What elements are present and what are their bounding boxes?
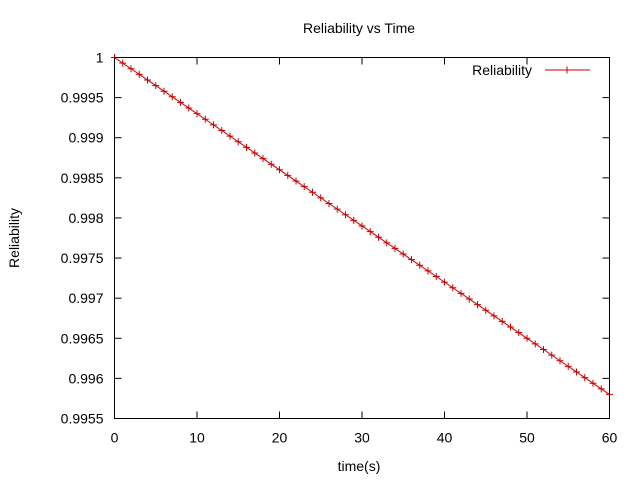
y-tick-label: 0.999 bbox=[68, 130, 103, 146]
data-point-marker bbox=[564, 362, 572, 370]
data-point-marker bbox=[375, 233, 382, 241]
y-axis-label: Reliability bbox=[6, 208, 22, 268]
data-point-marker bbox=[177, 98, 184, 106]
series-layer bbox=[111, 54, 613, 398]
data-point-marker bbox=[573, 368, 580, 376]
y-tick-label: 1 bbox=[96, 50, 104, 66]
x-tick-label: 10 bbox=[189, 430, 205, 446]
data-point-marker bbox=[548, 351, 556, 359]
y-tick-label: 0.9985 bbox=[61, 170, 104, 186]
data-point-marker bbox=[523, 334, 531, 342]
data-point-marker bbox=[391, 244, 399, 252]
data-point-marker bbox=[482, 306, 490, 314]
data-point-marker bbox=[498, 317, 506, 325]
legend-label: Reliability bbox=[472, 62, 532, 78]
data-point-marker bbox=[589, 379, 597, 387]
axis-ticks: 0 10 20 30 40 50 60 0.9955 0.996 0.9965 0.997 0.997… bbox=[61, 50, 618, 446]
data-point-marker bbox=[416, 261, 424, 269]
data-point-marker bbox=[152, 82, 160, 90]
data-point-marker bbox=[333, 205, 341, 213]
data-point-marker bbox=[259, 155, 267, 163]
x-tick-label: 0 bbox=[111, 430, 119, 446]
data-point-marker bbox=[465, 295, 473, 303]
data-point-marker bbox=[243, 143, 250, 151]
data-point-marker bbox=[507, 323, 514, 331]
legend-marker bbox=[563, 66, 571, 74]
data-point-marker bbox=[408, 256, 415, 264]
data-point-marker bbox=[193, 110, 201, 118]
x-tick-label: 50 bbox=[519, 430, 535, 446]
data-point-marker bbox=[135, 70, 143, 78]
data-point-marker bbox=[449, 284, 457, 292]
data-point-marker bbox=[267, 160, 275, 168]
y-tick-label: 0.9975 bbox=[61, 250, 104, 266]
data-point-marker bbox=[597, 385, 605, 393]
data-point-marker bbox=[424, 267, 432, 275]
data-point-marker bbox=[556, 357, 564, 365]
data-point-marker bbox=[317, 194, 325, 202]
plot-frame bbox=[114, 57, 610, 419]
x-tick-label: 60 bbox=[602, 430, 618, 446]
chart-title: Reliability vs Time bbox=[303, 20, 415, 36]
data-point-marker bbox=[284, 171, 292, 179]
data-point-marker bbox=[441, 278, 448, 286]
data-point-marker bbox=[350, 216, 358, 224]
x-tick-label: 40 bbox=[437, 430, 453, 446]
data-point-marker bbox=[276, 166, 283, 174]
data-point-marker bbox=[581, 374, 589, 382]
data-point-marker bbox=[119, 59, 127, 67]
y-tick-label: 0.997 bbox=[68, 290, 103, 306]
data-point-marker bbox=[218, 127, 226, 135]
data-point-marker bbox=[309, 188, 316, 196]
data-point-marker bbox=[399, 250, 407, 258]
data-point-marker bbox=[358, 222, 366, 230]
y-tick-label: 0.9955 bbox=[61, 411, 104, 427]
data-point-marker bbox=[185, 104, 193, 112]
data-point-marker bbox=[474, 301, 481, 309]
x-axis-label: time(s) bbox=[338, 458, 381, 474]
data-point-marker bbox=[226, 132, 234, 140]
data-point-marker bbox=[540, 346, 547, 354]
data-point-marker bbox=[515, 329, 523, 337]
data-point-marker bbox=[160, 87, 168, 95]
y-tick-label: 0.9995 bbox=[61, 90, 104, 106]
data-point-marker bbox=[342, 211, 349, 219]
x-tick-label: 20 bbox=[272, 430, 288, 446]
y-tick-label: 0.996 bbox=[68, 370, 103, 386]
y-tick-label: 0.998 bbox=[68, 210, 103, 226]
data-point-marker bbox=[325, 200, 333, 208]
data-point-marker bbox=[531, 340, 539, 348]
x-tick-label: 30 bbox=[354, 430, 370, 446]
data-point-marker bbox=[490, 312, 498, 320]
data-point-marker bbox=[168, 93, 176, 101]
y-tick-label: 0.9965 bbox=[61, 330, 104, 346]
data-point-marker bbox=[300, 183, 308, 191]
data-point-marker bbox=[292, 177, 300, 185]
data-point-marker bbox=[234, 138, 242, 146]
data-point-marker bbox=[251, 149, 259, 157]
data-point-marker bbox=[383, 239, 391, 247]
data-point-marker bbox=[366, 228, 374, 236]
data-point-marker bbox=[201, 115, 209, 123]
legend: Reliability bbox=[472, 62, 590, 78]
data-point-marker bbox=[210, 121, 217, 129]
data-point-marker bbox=[457, 289, 465, 297]
data-point-marker bbox=[432, 273, 440, 281]
data-point-marker bbox=[144, 76, 151, 84]
data-point-marker bbox=[127, 65, 135, 73]
